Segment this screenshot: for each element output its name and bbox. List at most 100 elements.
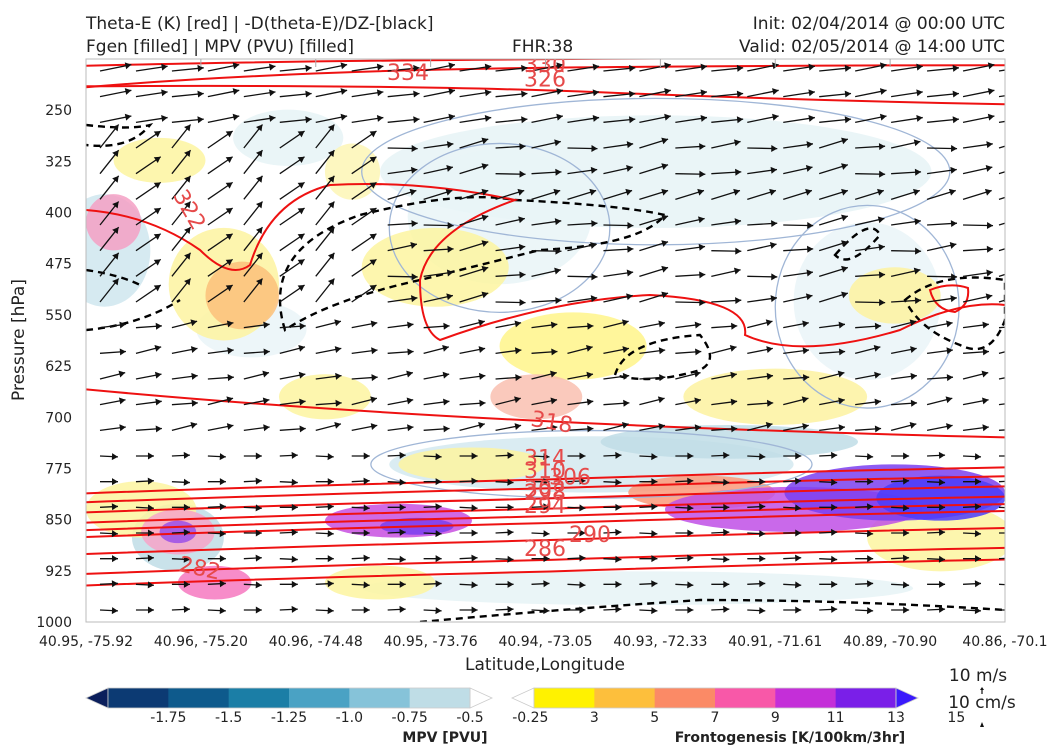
wind-vector-head [507, 503, 514, 511]
wind-vector-head [219, 453, 226, 461]
colorbar-extend-right [895, 687, 919, 709]
vector-key-arrow-icon [980, 687, 984, 727]
theta-e-contour [86, 527, 1005, 556]
wind-vector-head [939, 580, 946, 588]
wind-vector-head [1018, 399, 1024, 406]
wind-vector-head [263, 321, 270, 329]
wind-vector-head [327, 503, 334, 511]
wind-vector-head [909, 421, 917, 429]
wind-vector-head [340, 62, 348, 70]
wind-vector-head [225, 131, 233, 138]
wind-vector-head [406, 397, 414, 405]
x-tick-label: 40.96, -75.20 [154, 634, 248, 650]
wind-vector-head [1011, 555, 1017, 562]
wind-vector-head [985, 165, 993, 172]
wind-vector-head [592, 114, 600, 122]
wind-vector-head [866, 503, 874, 511]
wind-vector-head [733, 139, 741, 147]
wind-vector-head [519, 271, 526, 279]
wind-vector [998, 480, 1005, 483]
wind-vector-head [161, 63, 168, 71]
wind-vector-head [723, 451, 730, 459]
wind-vector-head [399, 580, 406, 588]
wind-vector-head [627, 245, 634, 253]
colorbar-segment [835, 688, 897, 708]
wind-vector-head [255, 452, 262, 460]
wind-vector-head [507, 528, 514, 536]
wind-vector-head [759, 555, 766, 563]
wind-vector-head [910, 372, 917, 380]
wind-vector-head [471, 477, 478, 485]
wind-vector-head [507, 451, 514, 459]
theta-e-contour [86, 84, 1005, 106]
wind-vector-head [866, 607, 874, 615]
wind-vector-head [874, 425, 882, 433]
wind-vector-head [952, 90, 959, 98]
theta-e-contour [86, 466, 1005, 495]
wind-vector-head [735, 297, 742, 305]
wind-vector-head [805, 165, 813, 172]
wind-vector-head [627, 221, 634, 229]
wind-vector-head [841, 291, 848, 299]
colorbar-tick-label: -1.0 [336, 710, 363, 726]
colorbar-tick-label: 5 [650, 710, 659, 726]
mpv-contour-line [388, 142, 611, 313]
wind-vector-head [399, 478, 406, 486]
wind-vector-head [376, 89, 384, 97]
wind-vector-head [661, 265, 669, 273]
wind-vector-head [443, 398, 450, 406]
wind-vector [998, 351, 1005, 354]
wind-vector-head [197, 90, 204, 98]
wind-vector-head [481, 240, 489, 247]
wind-vector-head [661, 240, 669, 247]
wind-vector-head [915, 247, 922, 255]
wind-vector-head [448, 88, 456, 95]
wind-vector-head [334, 319, 341, 327]
wind-vector-head [626, 293, 633, 301]
wind-vector-head [841, 214, 848, 222]
wind-vector-head [119, 321, 126, 329]
wind-vector-head [987, 62, 995, 70]
wind-vector-head [471, 581, 478, 589]
wind-vector-head [808, 89, 815, 97]
wind-vector-head [651, 530, 658, 538]
wind-vector-head [723, 503, 730, 511]
wind-vector-head [903, 529, 910, 537]
wind-vector-head [841, 137, 848, 145]
theta-e-contour [86, 59, 812, 67]
fgen-colorbar-label: Frontogenesis [K/100km/3hr] [675, 730, 905, 746]
wind-vector-head [191, 399, 198, 407]
wind-vector-head [985, 293, 993, 301]
wind-vector-head [435, 555, 442, 563]
wind-vector-head [902, 504, 910, 512]
wind-vector-head [878, 271, 886, 279]
wind-vector-head [555, 168, 562, 176]
wind-vector-head [327, 607, 334, 615]
wind-vector-head [443, 425, 450, 433]
wind-vector-head [297, 208, 305, 215]
wind-vector-head [556, 113, 563, 121]
dthetae-dz-contour [419, 598, 1005, 622]
wind-vector-head [435, 503, 442, 511]
wind-vector-head [866, 580, 874, 588]
wind-vector-head [687, 529, 694, 537]
wind-vector-head [225, 285, 233, 292]
wind-vector-head [802, 374, 810, 382]
wind-vector-head [369, 131, 377, 138]
wind-vector-head [808, 114, 815, 122]
wind-vector [998, 95, 1005, 98]
wind-vector-head [147, 606, 154, 614]
wind-vector-head [948, 188, 956, 196]
wind-vector-head [297, 182, 305, 189]
wind-vector-head [481, 291, 489, 299]
wind-vector-head [514, 347, 522, 355]
wind-vector-head [299, 322, 306, 330]
wind-vector-head [731, 425, 738, 433]
wind-vector-head [661, 137, 669, 145]
wind-vector-head [256, 201, 263, 209]
x-tick-label: 40.91, -71.61 [728, 634, 822, 650]
wind-vector-head [183, 478, 190, 486]
wind-vector-head [478, 346, 486, 353]
theta-e-contour-label: 330 [524, 53, 566, 78]
wind-vector-head [543, 453, 550, 461]
